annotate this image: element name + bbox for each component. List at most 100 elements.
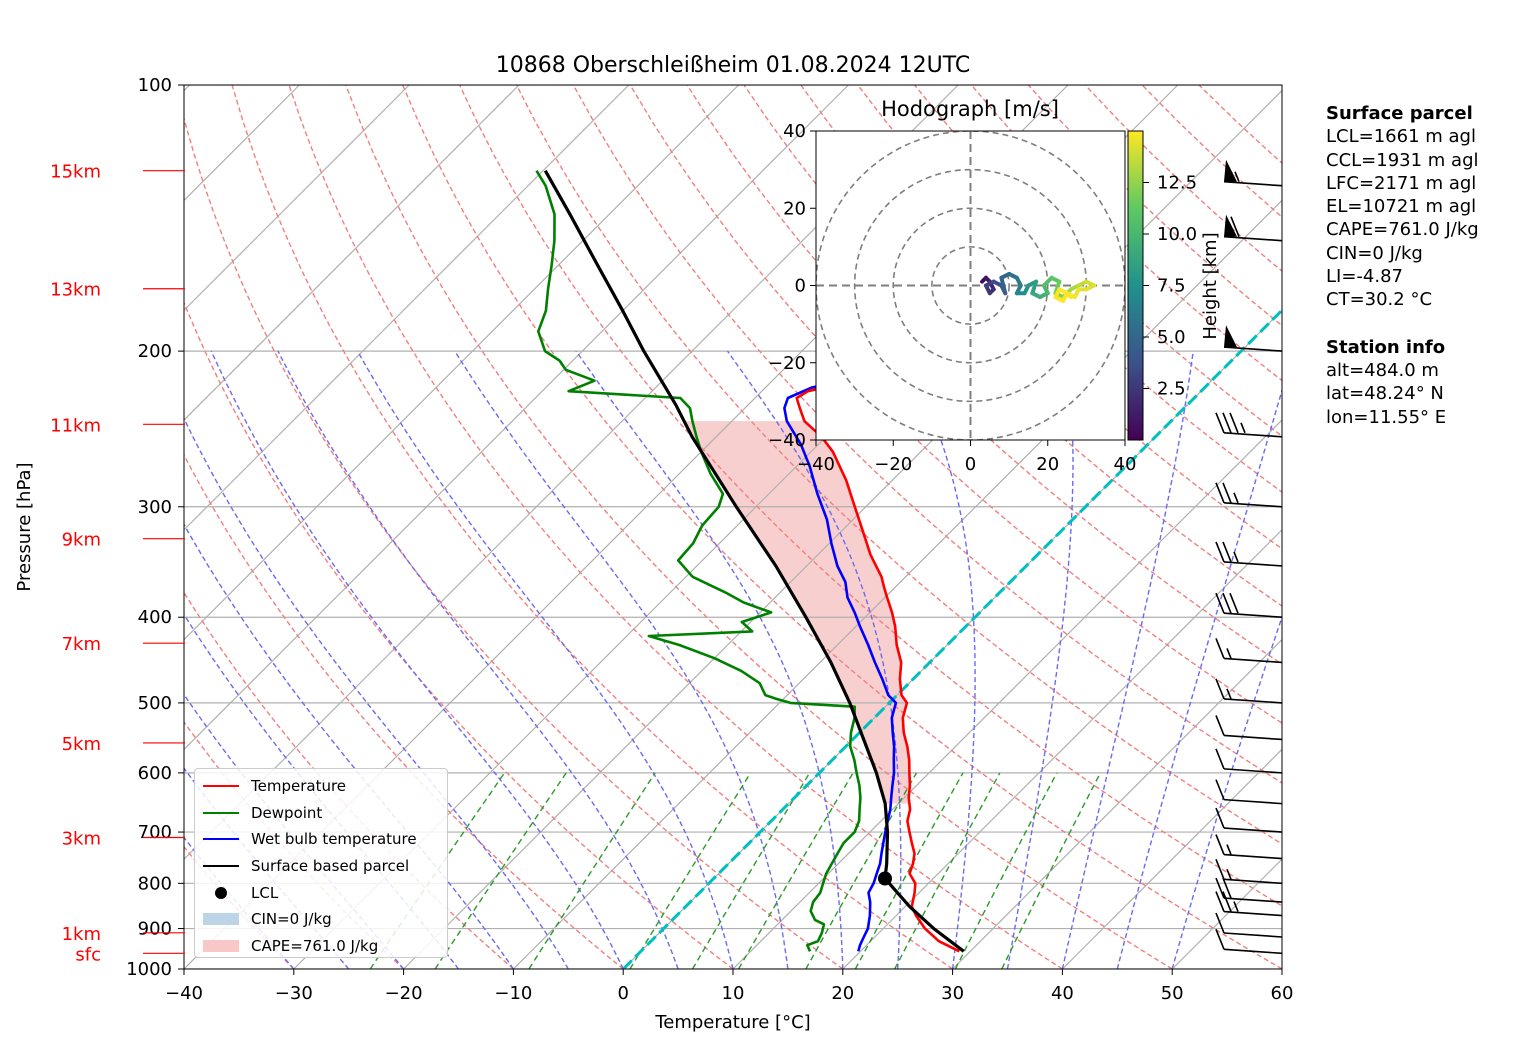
isotherm-gridline xyxy=(184,85,849,751)
wind-barb-full xyxy=(1215,912,1225,934)
colorbar-label: Height [km] xyxy=(1200,232,1221,339)
surface-parcel-header: Surface parcel xyxy=(1326,103,1473,124)
x-tick-label: 50 xyxy=(1161,983,1184,1004)
height-label: sfc xyxy=(75,944,101,965)
hodograph-ring xyxy=(931,246,1010,325)
legend-entry: Wet bulb temperature xyxy=(195,826,447,853)
wind-barb-full xyxy=(1222,592,1232,614)
hodograph-x-label: −20 xyxy=(874,454,912,475)
dry-adiabat xyxy=(572,85,1282,784)
wind-barb-full xyxy=(1215,859,1225,880)
hodograph-y-label: 40 xyxy=(783,121,806,142)
x-tick-label: 0 xyxy=(617,983,628,1004)
x-tick-label: 10 xyxy=(722,983,745,1004)
hodograph-ring xyxy=(892,207,1049,364)
hodograph-x-label: 40 xyxy=(1114,454,1137,475)
isotherm-gridline xyxy=(1061,748,1282,969)
info-line: CIN=0 J/kg xyxy=(1326,242,1423,264)
wind-barb-full xyxy=(1215,748,1225,770)
hodograph-y-label: −40 xyxy=(768,430,806,451)
dry-adiabat xyxy=(345,85,1173,969)
x-tick-label: 30 xyxy=(941,983,964,1004)
hodograph-y-label: 20 xyxy=(783,198,806,219)
wind-barb-half xyxy=(1226,688,1232,700)
wind-barb-full xyxy=(1215,638,1225,659)
wind-barb-staff xyxy=(1223,798,1283,805)
wind-barb-staff xyxy=(1223,561,1283,567)
legend-entry: LCL xyxy=(195,879,447,906)
legend-label: Wet bulb temperature xyxy=(251,830,417,849)
legend-label: CAPE=761.0 J/kg xyxy=(251,936,379,955)
wind-barb-full xyxy=(1222,412,1232,434)
legend-label: CIN=0 J/kg xyxy=(251,910,332,929)
wind-barb-pennant xyxy=(1224,214,1237,237)
legend-entry: Surface based parcel xyxy=(195,853,447,880)
y-tick-label: 1000 xyxy=(126,959,172,980)
wind-barb-staff xyxy=(1223,431,1283,438)
wind-barb-full xyxy=(1215,592,1225,614)
info-line: CAPE=761.0 J/kg xyxy=(1326,219,1479,241)
info-line: LI=-4.87 xyxy=(1326,266,1403,288)
wind-barb-full xyxy=(1222,482,1232,504)
x-tick-label: 60 xyxy=(1271,983,1294,1004)
wind-barb-staff xyxy=(1223,180,1283,187)
moist-adiabat xyxy=(454,350,789,969)
wind-barb-staff xyxy=(1223,897,1283,903)
wind-barb-half xyxy=(1226,844,1232,855)
hodograph-segment xyxy=(999,275,1008,296)
height-label: 15km xyxy=(50,162,101,183)
legend-symbol xyxy=(201,865,241,868)
wind-barb-staff xyxy=(1223,657,1283,664)
wind-barb-staff xyxy=(1223,932,1283,938)
dry-adiabat xyxy=(231,85,953,969)
wind-barb-staff xyxy=(1223,948,1283,955)
hodograph-y-label: 0 xyxy=(795,276,806,297)
wind-barb-staff xyxy=(1223,346,1283,352)
wind-barb-staff xyxy=(1223,734,1283,741)
moist-adiabat xyxy=(901,350,976,969)
legend-label: Surface based parcel xyxy=(251,857,410,876)
wind-barb-full xyxy=(1215,807,1225,829)
wind-barb-full xyxy=(1215,715,1225,736)
mixing-ratio-line xyxy=(805,772,918,969)
height-label: 7km xyxy=(62,634,101,655)
x-axis-label: Temperature [°C] xyxy=(654,1012,810,1033)
y-tick-label: 400 xyxy=(138,607,172,628)
isotherm-gridline xyxy=(184,85,740,641)
x-tick-label: −20 xyxy=(385,983,423,1004)
wind-barb-half xyxy=(1234,171,1240,183)
info-line: alt=484.0 m xyxy=(1326,359,1439,381)
x-tick-label: −30 xyxy=(275,983,313,1004)
legend-symbol xyxy=(201,886,241,899)
legend-entry: Dewpoint xyxy=(195,800,447,827)
info-line: LCL=1661 m agl xyxy=(1326,126,1476,148)
dry-adiabat xyxy=(515,85,1282,845)
wind-barb-full xyxy=(1215,678,1225,700)
isotherm-gridline xyxy=(732,419,1282,969)
info-line: LFC=2171 m agl xyxy=(1326,172,1477,194)
hodograph-points xyxy=(980,271,1097,303)
wind-barb-staff xyxy=(1223,698,1283,704)
info-panel: Surface parcel LCL=1661 m agl CCL=1931 m … xyxy=(1326,102,1479,429)
dry-adiabat xyxy=(402,85,1282,969)
wind-barb-full xyxy=(1215,929,1225,950)
wind-barb-full xyxy=(1215,779,1225,800)
wind-barb-staff xyxy=(1223,827,1283,833)
wind-barb-staff xyxy=(1223,501,1283,508)
mixing-ratio-line xyxy=(737,772,854,969)
legend-entry: CIN=0 J/kg xyxy=(195,906,447,933)
colorbar-tick-label: 2.5 xyxy=(1157,379,1186,400)
wind-barb-full xyxy=(1222,541,1232,563)
wind-barb-full xyxy=(1215,412,1225,434)
mixing-ratio-line xyxy=(528,772,656,969)
wind-barb-pennant xyxy=(1224,159,1237,182)
wind-barb-half xyxy=(1233,492,1239,504)
wind-barb-half xyxy=(1240,422,1246,434)
wind-barb-full xyxy=(1215,541,1225,563)
colorbar-tick-label: 10.0 xyxy=(1157,224,1197,245)
hodograph-rings xyxy=(816,131,1125,440)
x-tick-label: 20 xyxy=(831,983,854,1004)
height-label: 5km xyxy=(62,734,101,755)
